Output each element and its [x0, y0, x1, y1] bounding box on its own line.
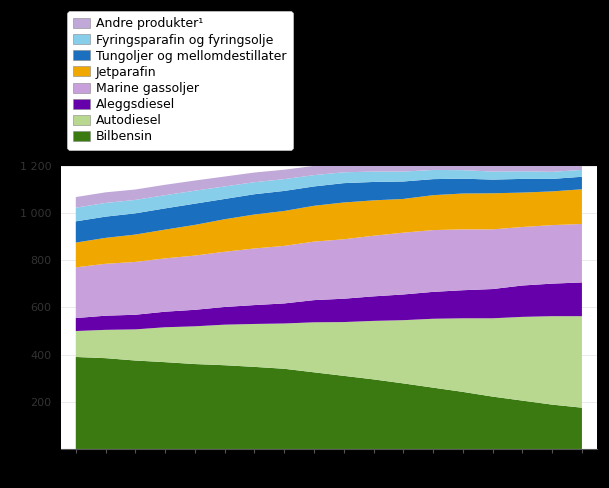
- Legend: Andre produkter¹, Fyringsparafin og fyringsolje, Tungoljer og mellomdestillater,: Andre produkter¹, Fyringsparafin og fyri…: [67, 11, 293, 149]
